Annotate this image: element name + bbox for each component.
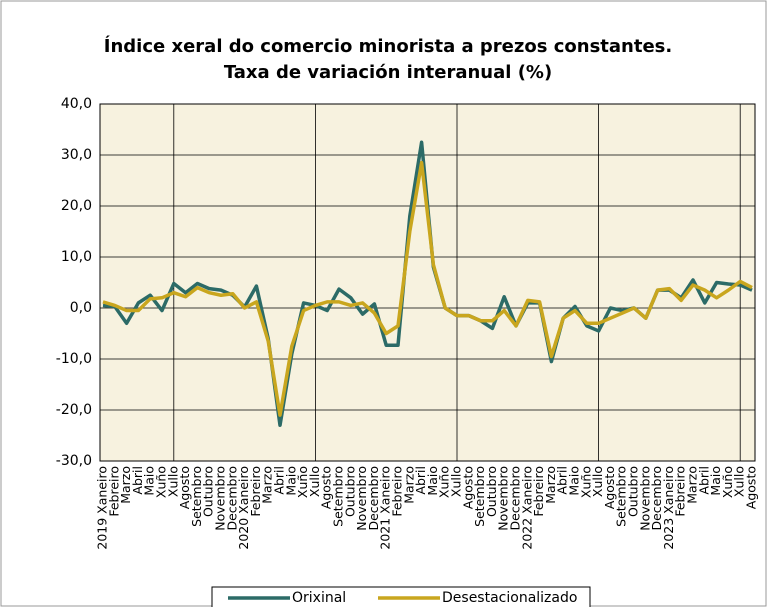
x-tick-label: Febreiro (390, 466, 405, 517)
x-tick-label: Maio (708, 466, 723, 496)
x-tick-label: Setembro (189, 466, 204, 527)
x-tick-label: Setembro (472, 466, 487, 527)
x-tick-label: 2022 Xaneiro (519, 466, 534, 550)
y-tick-label: 0,0 (70, 300, 92, 316)
x-tick-label: Marzo (543, 466, 558, 504)
x-tick-label: Abril (555, 466, 570, 495)
x-tick-label: Maio (425, 466, 440, 496)
x-tick-label: Setembro (331, 466, 346, 527)
x-tick-label: Febreiro (248, 466, 263, 517)
y-tick-label: 20,0 (61, 198, 92, 214)
x-tick-label: Xuño (295, 466, 310, 498)
x-tick-label: Marzo (118, 466, 133, 504)
x-tick-label: Decembro (224, 466, 239, 531)
x-tick-label: Decembro (649, 466, 664, 531)
x-tick-label: Agosto (177, 466, 192, 509)
x-tick-label: Marzo (260, 466, 275, 504)
x-tick-label: Novembro (213, 466, 228, 531)
legend-label: Desestacionalizado (442, 590, 577, 606)
x-tick-label: Maio (567, 466, 582, 496)
x-tick-label: Agosto (319, 466, 334, 509)
x-tick-label: Xullo (449, 466, 464, 497)
y-tick-label: 30,0 (61, 147, 92, 163)
x-tick-label: Novembro (637, 466, 652, 531)
x-tick-label: 2023 Xaneiro (661, 466, 676, 550)
x-tick-label: Outubro (342, 466, 357, 517)
x-tick-label: Decembro (366, 466, 381, 531)
x-tick-label: Xuño (720, 466, 735, 498)
chart-title: Índice xeral do comercio minorista a pre… (104, 35, 672, 57)
x-tick-label: Xullo (590, 466, 605, 497)
y-tick-label: -10,0 (56, 351, 92, 367)
chart-subtitle: Taxa de variación interanual (%) (224, 62, 552, 83)
plot-area (99, 103, 756, 462)
y-tick-label: 10,0 (61, 249, 92, 265)
y-tick-label: -20,0 (56, 402, 92, 418)
x-tick-label: Xuño (437, 466, 452, 498)
x-tick-label: Abril (272, 466, 287, 495)
y-tick-label: -30,0 (56, 453, 92, 469)
x-tick-label: Agosto (744, 466, 759, 509)
series-line (102, 160, 753, 417)
x-tick-label: Abril (696, 466, 711, 495)
y-tick-label: 40,0 (61, 96, 92, 112)
x-tick-label: 2020 Xaneiro (236, 466, 251, 550)
x-tick-label: Novembro (496, 466, 511, 531)
x-tick-label: Xuño (154, 466, 169, 498)
x-tick-label: Agosto (460, 466, 475, 509)
x-tick-label: Outubro (484, 466, 499, 517)
x-tick-label: Setembro (614, 466, 629, 527)
x-tick-label: Febreiro (106, 466, 121, 517)
legend-label: Orixinal (292, 590, 346, 606)
x-tick-label: Decembro (508, 466, 523, 531)
x-tick-label: Febreiro (673, 466, 688, 517)
x-tick-label: Outubro (626, 466, 641, 517)
x-tick-label: Marzo (685, 466, 700, 504)
x-tick-label: Febreiro (531, 466, 546, 517)
x-tick-label: Maio (283, 466, 298, 496)
x-tick-label: Marzo (401, 466, 416, 504)
x-tick-label: Abril (130, 466, 145, 495)
x-tick-label: Maio (142, 466, 157, 496)
x-tick-label: Xullo (165, 466, 180, 497)
x-tick-label: 2021 Xaneiro (378, 466, 393, 550)
x-tick-label: Xuño (578, 466, 593, 498)
x-tick-label: Outubro (201, 466, 216, 517)
x-tick-label: Novembro (354, 466, 369, 531)
x-tick-label: Xullo (732, 466, 747, 497)
x-tick-label: Agosto (602, 466, 617, 509)
x-tick-label: 2019 Xaneiro (95, 466, 110, 550)
x-tick-label: Abril (413, 466, 428, 495)
x-tick-label: Xullo (307, 466, 322, 497)
